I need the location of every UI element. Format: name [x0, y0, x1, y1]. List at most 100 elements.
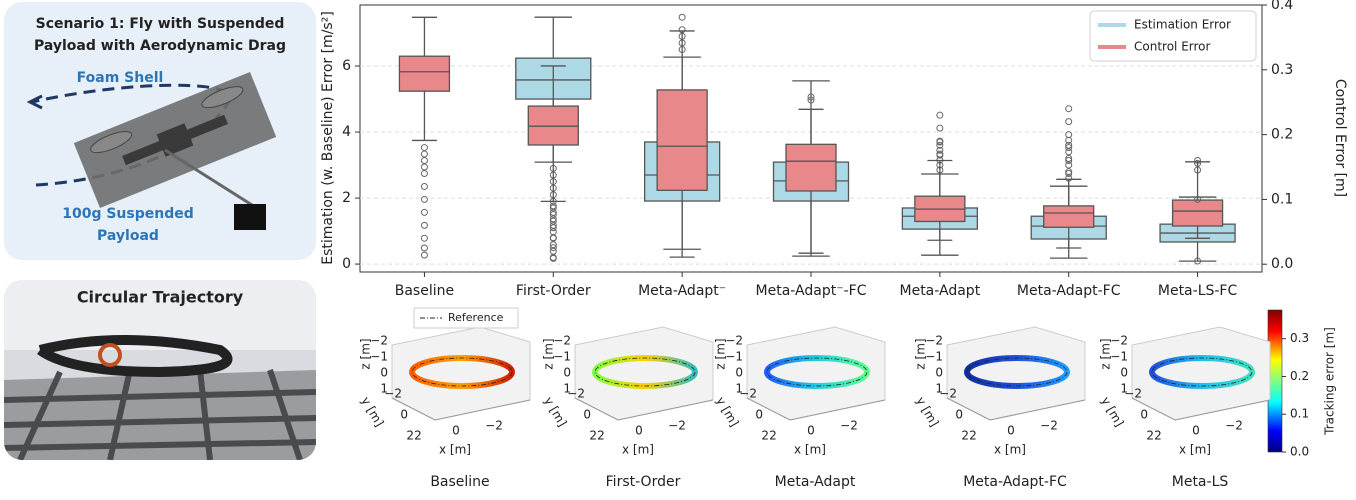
z-tick-label: 1 — [380, 382, 388, 396]
flier — [420, 234, 428, 242]
flier — [549, 254, 557, 262]
box — [785, 143, 837, 192]
floor — [946, 397, 1086, 421]
colorbar-tick-label: 0.0 — [1290, 445, 1309, 459]
floor — [574, 397, 714, 421]
y-tick-label: −2 — [1124, 387, 1142, 401]
x-tick-label: Meta-Adapt⁻-FC — [756, 283, 867, 299]
x-tick-label: 0 — [1192, 424, 1200, 438]
y-axis-label: y [m] — [1098, 394, 1126, 429]
flier — [420, 144, 428, 152]
flier — [1065, 144, 1073, 152]
z-tick-label: −1 — [725, 350, 743, 364]
colorbar-tick-label: 0.1 — [1290, 407, 1309, 421]
y2-tick-label: 0.2 — [1271, 127, 1293, 143]
flier — [936, 146, 944, 154]
colorbar-tick-label: 0.2 — [1290, 369, 1309, 383]
x-axis-label: x [m] — [1179, 443, 1211, 457]
trajectory-title: Meta-Adapt — [775, 474, 856, 490]
z-tick-label: 1 — [935, 382, 943, 396]
y2-tick-label: 0.3 — [1271, 62, 1293, 78]
box — [656, 89, 708, 191]
y-tick-label: 2 — [589, 429, 597, 443]
legend-frame — [1089, 10, 1257, 62]
trajectory-title: Meta-LS — [1172, 474, 1229, 490]
z-axis-label: z [m] — [1099, 338, 1113, 369]
scenario-title: Scenario 1: Fly with Suspended — [36, 16, 285, 32]
flier — [936, 137, 944, 145]
reference — [766, 357, 868, 387]
flier — [1065, 161, 1073, 169]
y-axis-label: y [m] — [713, 394, 741, 429]
flier — [936, 141, 944, 149]
z-tick-label: 1 — [563, 382, 571, 396]
flier — [420, 221, 428, 229]
y-axis-label: y [m] — [913, 394, 941, 429]
y2-tick-label: 0.4 — [1271, 0, 1293, 13]
z-tick-label: 0 — [1120, 366, 1128, 380]
flier — [420, 251, 428, 259]
x-axis-label: x [m] — [439, 443, 471, 457]
z-tick-label: −2 — [725, 334, 743, 348]
x-tick-label: Meta-Adapt⁻ — [638, 283, 726, 299]
trajectory-title: Meta-Adapt-FC — [963, 474, 1067, 490]
flier — [549, 228, 557, 236]
flier — [936, 150, 944, 158]
flier — [549, 217, 557, 225]
flier — [1065, 141, 1073, 149]
y-axis-label: y [m] — [358, 394, 386, 429]
reference — [411, 357, 513, 387]
x-tick-label: 2 — [414, 429, 422, 443]
y-tick-label: 2 — [761, 429, 769, 443]
z-axis-label: z [m] — [542, 338, 556, 369]
flier — [420, 182, 428, 190]
z-tick-label: −2 — [553, 334, 571, 348]
x-tick-label: Meta-Adapt-FC — [1017, 283, 1121, 299]
x-tick-label: 0 — [452, 424, 460, 438]
y-tick-label: −2 — [384, 387, 402, 401]
box — [398, 55, 451, 92]
x-tick-label: −2 — [1225, 419, 1243, 433]
y2-tick-label: 0.1 — [1271, 191, 1293, 207]
flier — [936, 111, 944, 119]
z-axis-label: z [m] — [914, 338, 928, 369]
flier — [420, 195, 428, 203]
floor — [746, 397, 886, 421]
z-tick-label: 0 — [380, 366, 388, 380]
z-tick-label: −1 — [370, 350, 388, 364]
flier — [1065, 118, 1073, 126]
x-tick-label: 2 — [597, 429, 605, 443]
y-tick-label: 0 — [755, 408, 763, 422]
tether — [164, 148, 253, 207]
flier — [1065, 154, 1073, 162]
box — [1171, 199, 1224, 227]
y-tick-label: −2 — [939, 387, 957, 401]
z-tick-label: −1 — [1110, 350, 1128, 364]
z-axis-label: z [m] — [359, 338, 373, 369]
scenario-title: Payload with Aerodynamic Drag — [34, 38, 286, 54]
flier — [420, 150, 428, 158]
colorbar-tick-label: 0.3 — [1290, 331, 1309, 345]
flier — [1065, 148, 1073, 156]
photo — [4, 280, 316, 460]
flier — [1065, 131, 1073, 139]
flier — [1065, 157, 1073, 165]
box — [1043, 205, 1095, 228]
flier — [420, 163, 428, 171]
x-axis-label: x [m] — [794, 443, 826, 457]
x-tick-label: 2 — [769, 429, 777, 443]
flier — [549, 204, 557, 212]
z-axis-label: z [m] — [714, 338, 728, 369]
reference — [594, 357, 696, 387]
colorbar-label: Tracking error [m] — [1323, 327, 1337, 436]
x-tick-label: 2 — [969, 429, 977, 443]
photo-title: Circular Trajectory — [77, 288, 244, 307]
x-axis-label: x [m] — [994, 443, 1026, 457]
z-tick-label: 0 — [735, 366, 743, 380]
flier — [1065, 169, 1073, 177]
x-tick-label: 0 — [1007, 424, 1015, 438]
